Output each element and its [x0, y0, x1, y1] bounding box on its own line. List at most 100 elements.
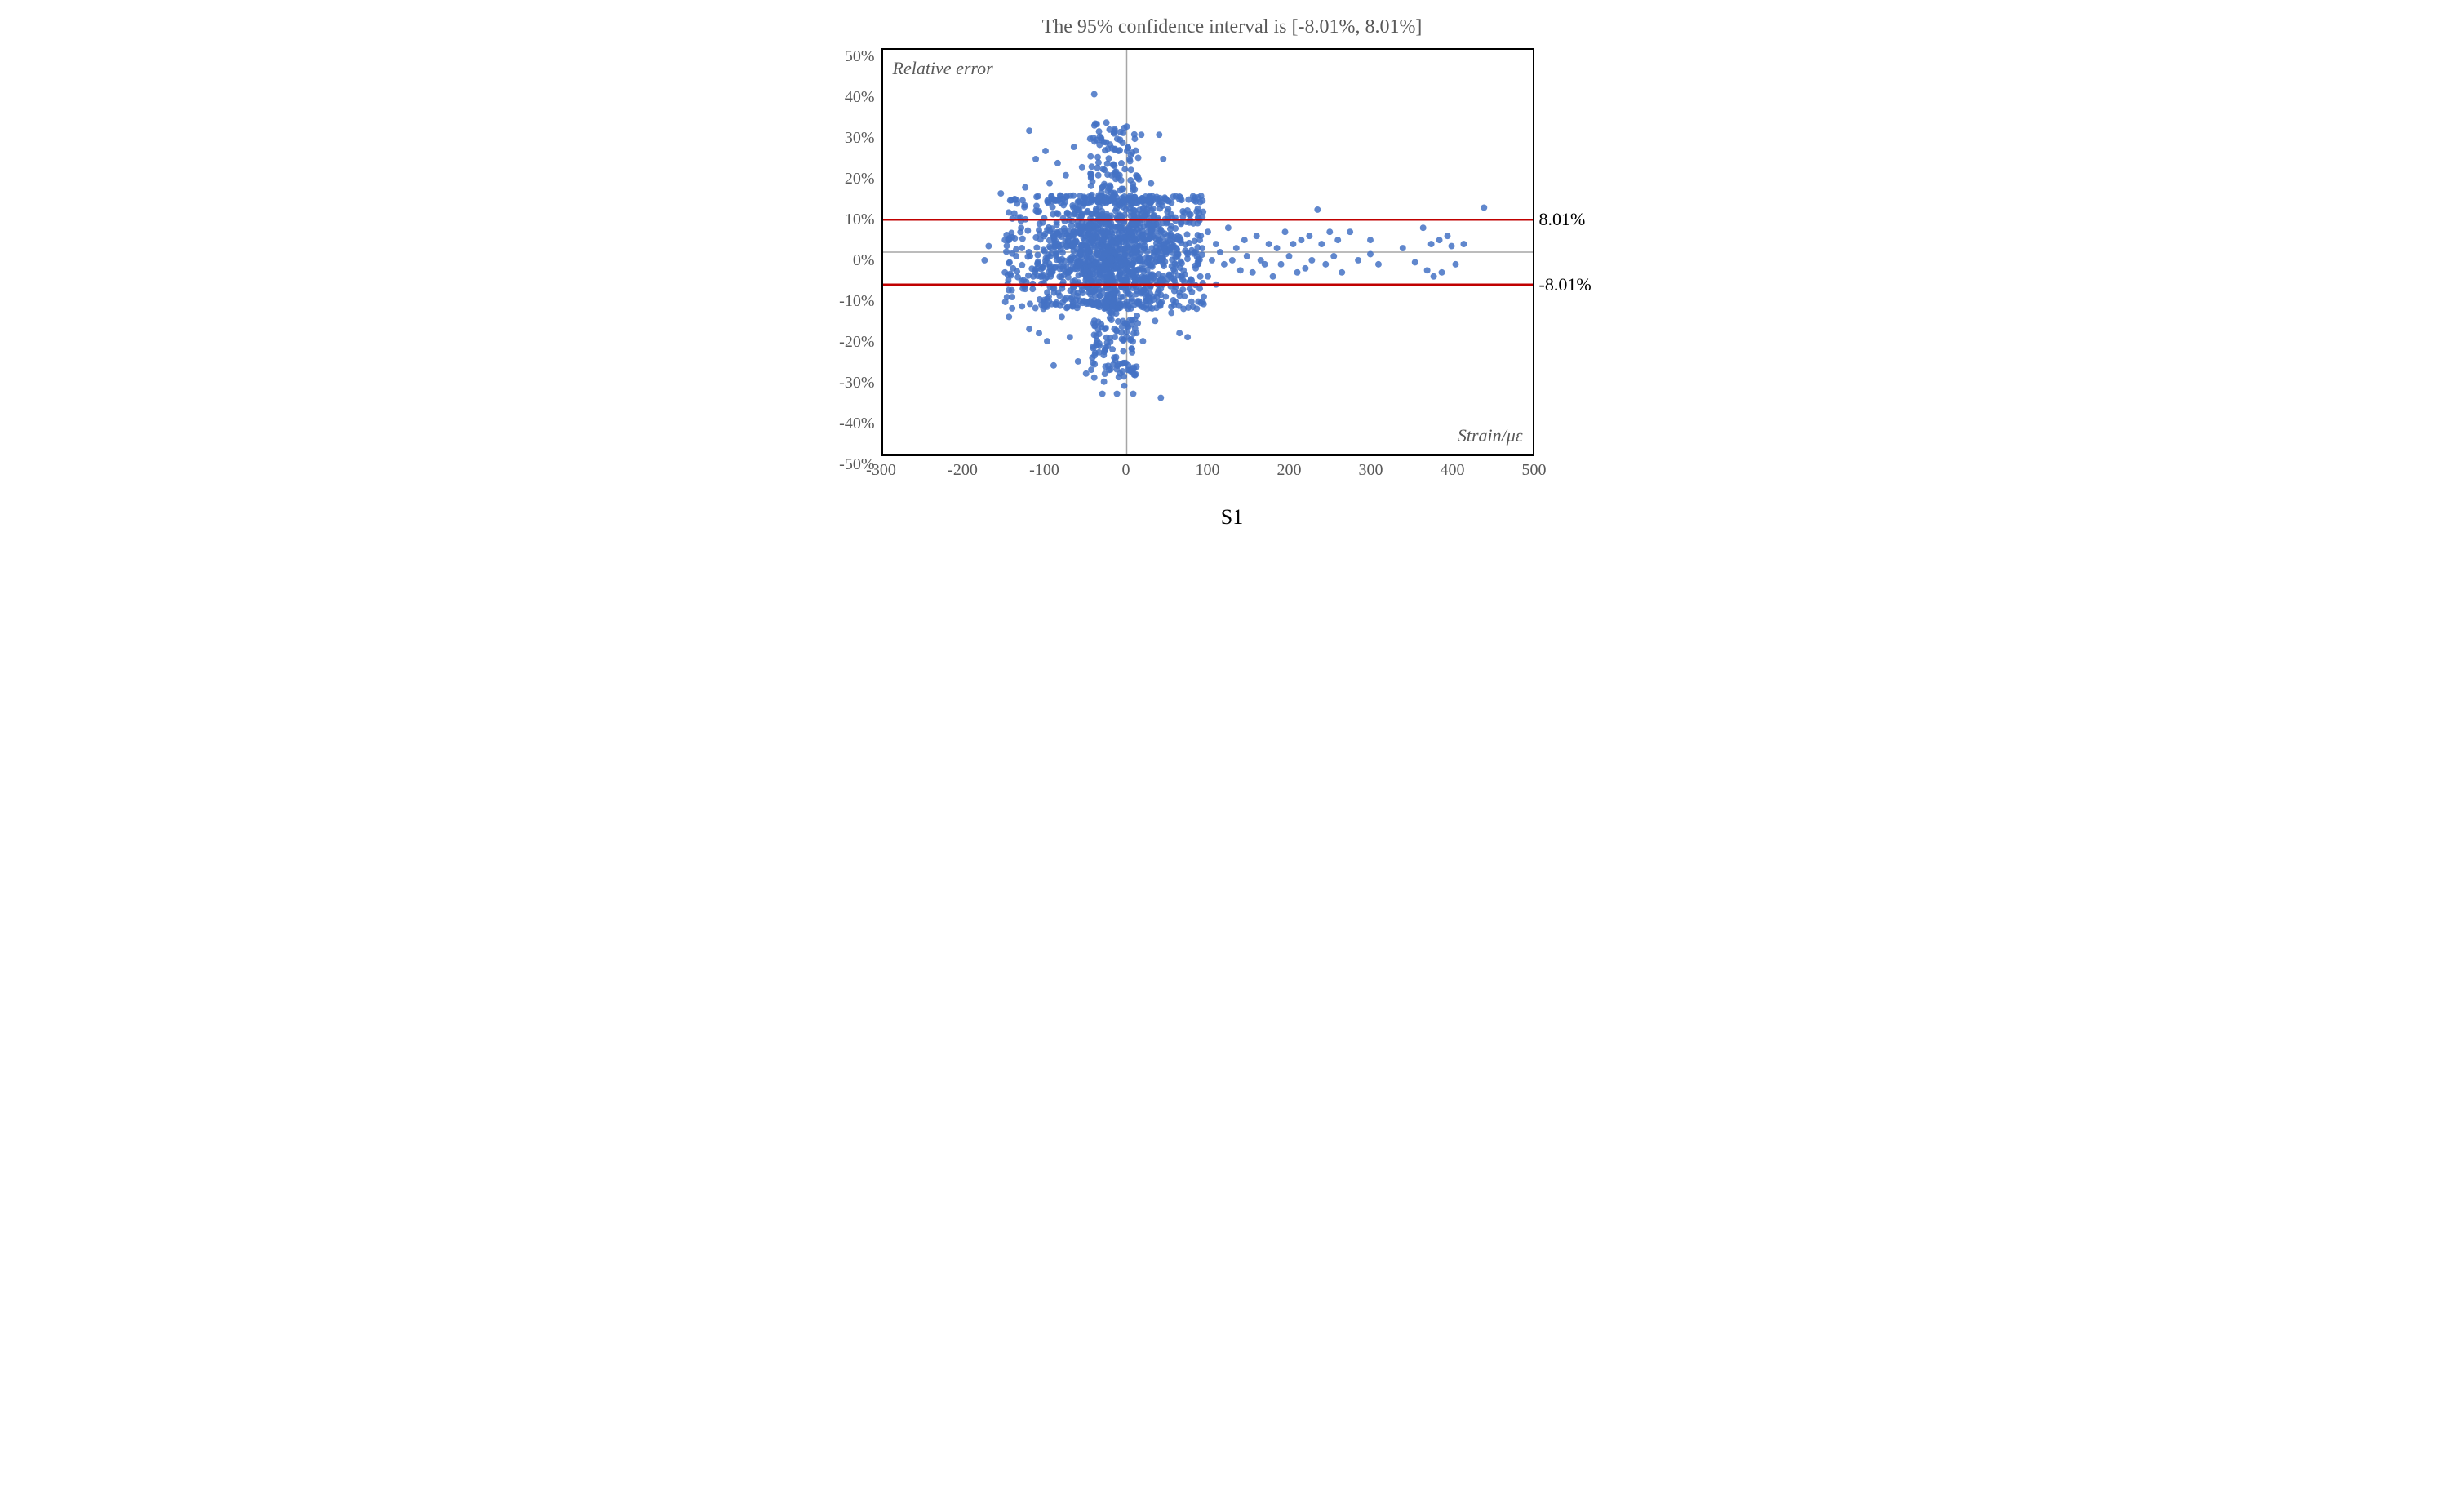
scatter-point — [1423, 267, 1430, 273]
scatter-point — [1129, 229, 1135, 236]
scatter-point — [1130, 302, 1137, 308]
scatter-point — [1125, 144, 1131, 151]
confidence-line-labels: 8.01%-8.01% — [1534, 48, 1632, 456]
scatter-point — [1334, 237, 1341, 243]
scatter-point — [1123, 299, 1130, 305]
scatter-point — [1048, 193, 1054, 199]
scatter-point — [1285, 253, 1292, 259]
scatter-point — [1196, 273, 1203, 280]
scatter-point — [1419, 224, 1426, 231]
scatter-point — [1193, 208, 1200, 215]
scatter-point — [1113, 391, 1120, 397]
scatter-point — [1073, 228, 1080, 235]
scatter-point — [1125, 362, 1131, 369]
scatter-point — [1094, 326, 1101, 333]
x-tick: -300 — [866, 461, 896, 480]
scatter-point — [1172, 299, 1179, 305]
scatter-point — [1111, 334, 1117, 340]
scatter-point — [1159, 219, 1165, 226]
x-tick: -200 — [948, 461, 978, 480]
scatter-point — [1085, 226, 1092, 233]
scatter-point — [1112, 262, 1119, 268]
scatter-point — [1137, 301, 1143, 308]
scatter-point — [1168, 309, 1174, 316]
scatter-point — [1054, 160, 1060, 166]
scatter-point — [1205, 228, 1211, 235]
plot-row: 50%40%30%20%10%0%-10%-20%-30%-40%-50% Re… — [824, 48, 1640, 456]
scatter-point — [1160, 246, 1166, 252]
y-axis-label-inplot: Relative error — [893, 58, 993, 79]
scatter-point — [1064, 304, 1071, 310]
scatter-point — [1232, 245, 1239, 251]
scatter-point — [1158, 228, 1165, 234]
scatter-point — [1052, 237, 1059, 244]
scatter-point — [1339, 269, 1345, 276]
scatter-point — [1026, 127, 1032, 134]
scatter-point — [1330, 253, 1337, 259]
x-tick: 200 — [1277, 461, 1302, 480]
scatter-point — [1183, 231, 1190, 237]
scatter-point — [1094, 337, 1100, 344]
scatter-point — [1003, 242, 1010, 249]
scatter-point — [1070, 204, 1077, 211]
scatter-point — [1005, 209, 1011, 215]
scatter-point — [1088, 192, 1094, 198]
scatter-point — [1044, 338, 1050, 344]
scatter-point — [1117, 224, 1123, 230]
scatter-point — [1205, 273, 1211, 280]
scatter-point — [1151, 273, 1157, 280]
scatter-point — [1269, 273, 1276, 280]
scatter-point — [1188, 277, 1195, 284]
scatter-point — [1302, 265, 1308, 272]
chart-container: The 95% confidence interval is [-8.01%, … — [824, 16, 1640, 530]
scatter-point — [1151, 228, 1157, 234]
scatter-point — [1148, 180, 1154, 187]
scatter-point — [1355, 257, 1361, 264]
scatter-point — [1249, 269, 1255, 276]
scatter-point — [1018, 224, 1024, 231]
chart-title: The 95% confidence interval is [-8.01%, … — [824, 16, 1640, 38]
scatter-point — [1168, 263, 1174, 269]
scatter-point — [1236, 267, 1243, 273]
scatter-point — [1448, 243, 1454, 250]
scatter-point — [1078, 164, 1085, 171]
scatter-point — [1326, 228, 1333, 235]
scatter-point — [1074, 199, 1081, 206]
scatter-point — [1003, 249, 1010, 255]
scatter-point — [1176, 290, 1183, 296]
scatter-point — [1427, 241, 1434, 247]
x-tick: 0 — [1122, 461, 1130, 480]
scatter-point — [1436, 237, 1442, 243]
scatter-point — [1106, 185, 1112, 192]
scatter-point — [1142, 286, 1148, 292]
scatter-point — [1123, 123, 1130, 130]
scatter-point — [1095, 128, 1102, 135]
scatter-point — [1063, 242, 1069, 249]
scatter-point — [1058, 313, 1064, 320]
scatter-point — [1136, 256, 1143, 263]
scatter-point — [1033, 244, 1040, 250]
scatter-point — [1041, 261, 1048, 268]
scatter-point — [1075, 263, 1081, 269]
scatter-point — [1189, 193, 1196, 200]
scatter-point — [1185, 240, 1192, 246]
scatter-point — [1122, 277, 1129, 284]
scatter-point — [1074, 302, 1081, 308]
scatter-point — [1070, 248, 1077, 255]
scatter-point — [1411, 259, 1418, 265]
scatter-point — [1071, 211, 1077, 217]
scatter-point — [1005, 277, 1011, 283]
scatter-point — [1155, 299, 1161, 305]
scatter-point — [1438, 269, 1445, 276]
scatter-point — [1010, 265, 1016, 272]
scatter-point — [1164, 208, 1170, 215]
scatter-point — [1046, 254, 1053, 260]
scatter-point — [1087, 255, 1094, 262]
scatter-point — [1129, 349, 1135, 356]
scatter-point — [1167, 233, 1174, 239]
scatter-point — [1090, 266, 1096, 273]
scatter-point — [1032, 305, 1038, 312]
scatter-point — [1306, 233, 1312, 239]
plot-area: Relative error Strain/με — [881, 48, 1534, 456]
scatter-point — [1022, 184, 1028, 191]
